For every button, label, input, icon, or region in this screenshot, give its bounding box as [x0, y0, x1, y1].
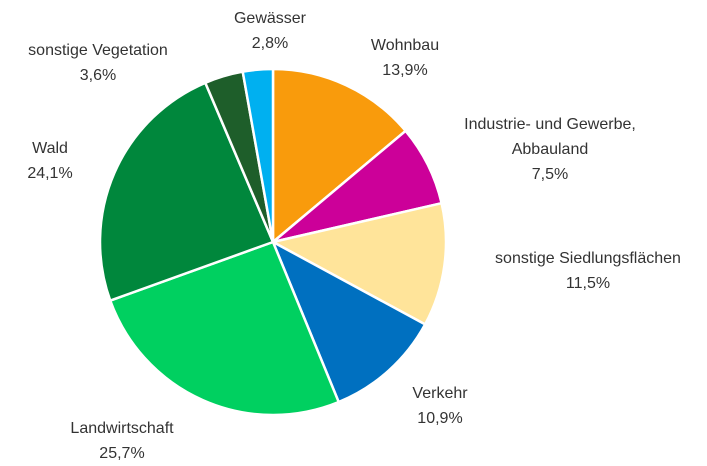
value-label: 13,9% — [382, 62, 428, 79]
value-label: 25,7% — [99, 445, 145, 462]
category-label: Landwirtschaft — [70, 420, 174, 437]
slice-label: sonstige Vegetation 3,6% — [28, 38, 168, 88]
slice-label: Verkehr 10,9% — [412, 381, 467, 431]
slice-label: Industrie- und Gewerbe, Abbauland 7,5% — [430, 112, 670, 187]
category-label: sonstige Vegetation — [28, 42, 168, 59]
value-label: 3,6% — [79, 67, 117, 84]
pie-slice — [98, 81, 275, 303]
slice-label: sonstige Siedlungsflächen 11,5% — [495, 246, 681, 296]
pie-slice — [269, 201, 448, 327]
category-label: Gewässer — [233, 10, 307, 27]
category-label: Wald — [32, 140, 68, 157]
slice-label: Landwirtschaft 25,7% — [70, 416, 173, 466]
category-label: Verkehr — [412, 385, 468, 402]
value-label: 2,8% — [251, 35, 289, 52]
slice-label: Wald 24,1% — [27, 136, 72, 186]
pie-slice — [271, 67, 408, 245]
value-label: 11,5% — [565, 275, 611, 292]
pie-slice — [241, 67, 275, 243]
category-label: sonstige Siedlungsflächen — [495, 250, 681, 267]
category-label: Wohnbau — [370, 37, 440, 54]
pie-slice — [270, 239, 427, 404]
slice-label: Wohnbau 13,9% — [371, 33, 439, 83]
pie-slice — [108, 240, 341, 417]
value-label: 7,5% — [531, 166, 569, 183]
value-label: 10,9% — [417, 410, 463, 427]
category-label: Industrie- und Gewerbe, Abbauland — [464, 116, 636, 158]
value-label: 24,1% — [27, 165, 73, 182]
slice-label: Gewässer 2,8% — [234, 6, 306, 56]
